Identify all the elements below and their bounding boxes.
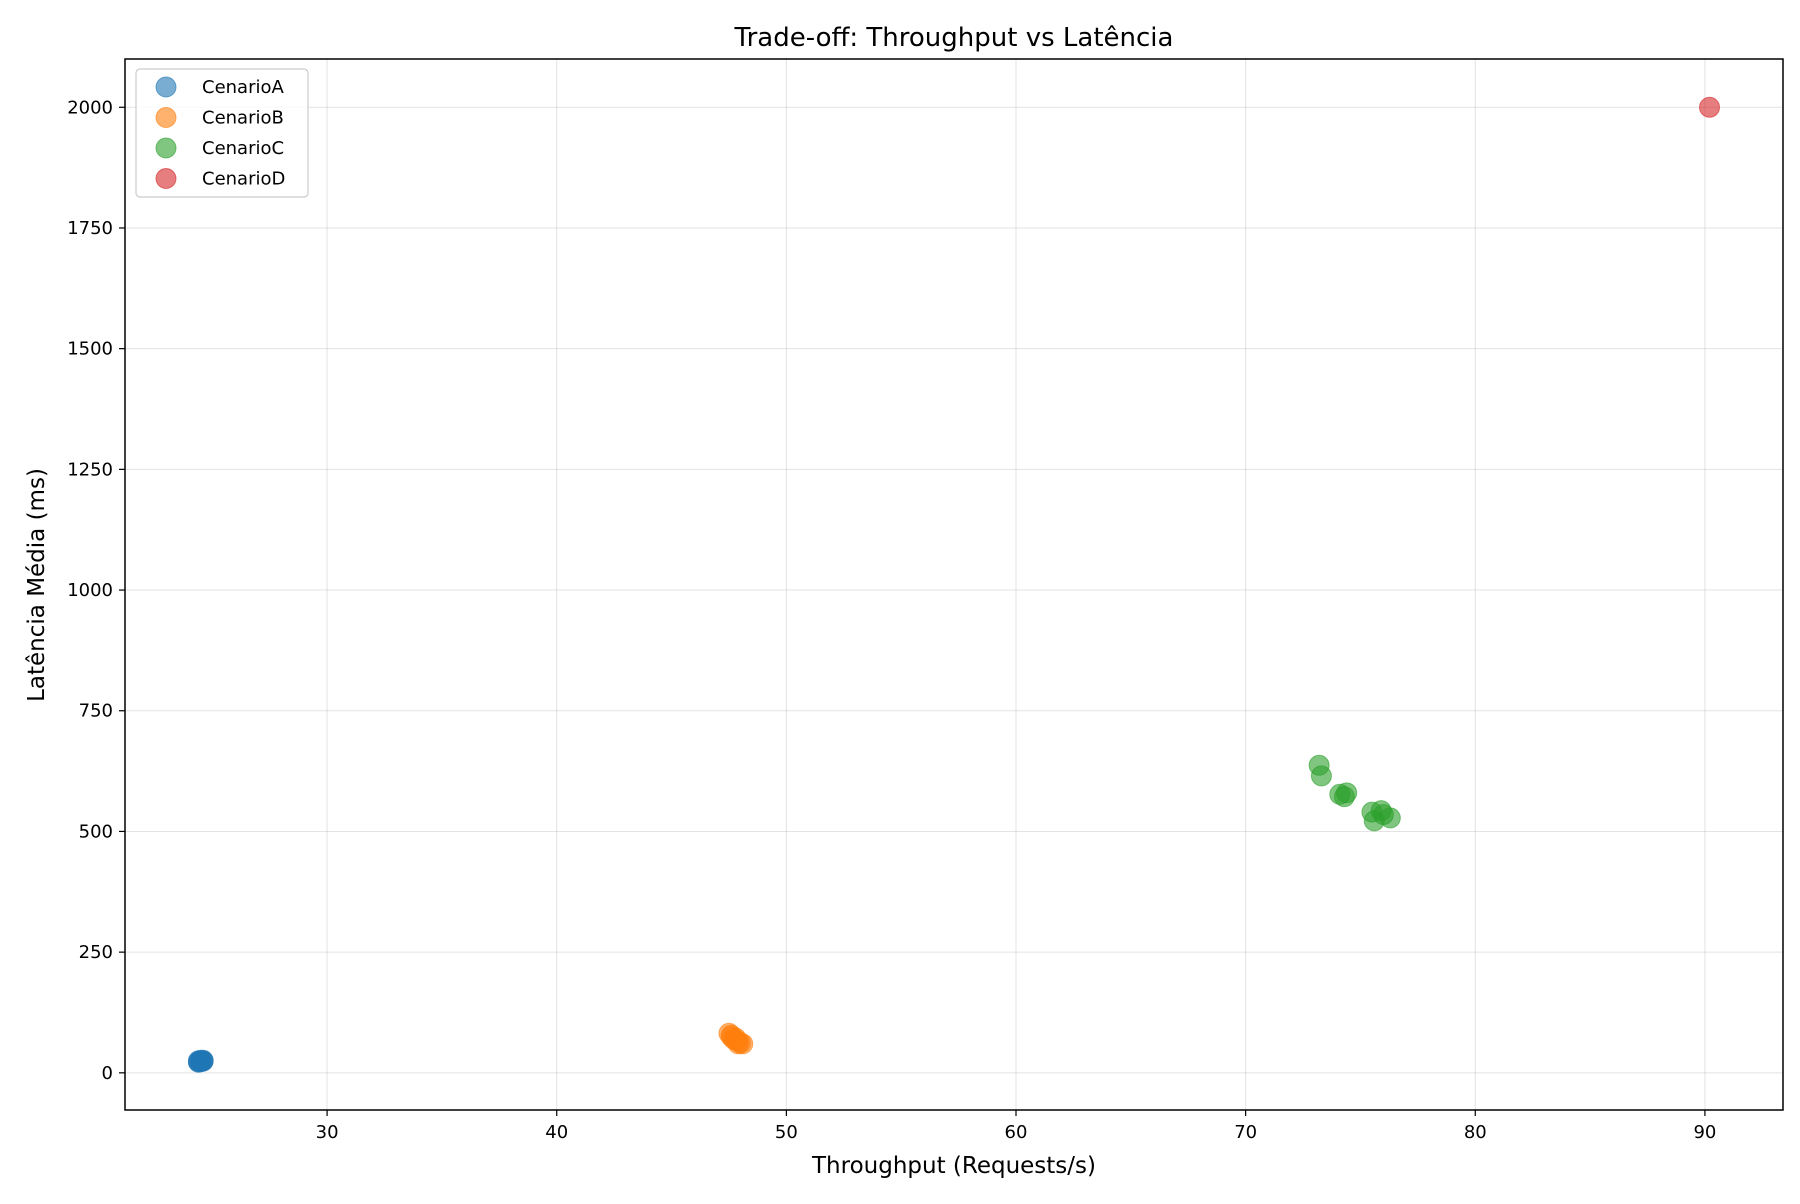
y-tick-label: 250 [79,942,113,963]
x-tick-label: 30 [316,1122,339,1143]
legend: CenarioA CenarioB CenarioC CenarioD [135,68,309,198]
legend-label: CenarioB [202,108,284,129]
data-point-CenarioA [190,1050,212,1072]
y-tick-label: 1000 [67,580,113,601]
legend-label: CenarioC [202,138,284,159]
legend-marker [155,107,177,128]
legend-marker [155,76,177,98]
y-tick-label: 1750 [67,218,113,239]
y-tick-label: 750 [79,701,113,722]
y-tick-label: 0 [102,1063,113,1084]
y-tick-label: 1500 [67,339,113,360]
y-axis-label: Latência Média (ms) [24,468,50,702]
x-tick-label: 60 [1005,1122,1028,1143]
legend-marker [155,137,177,159]
chart-title: Trade-off: Throughput vs Latência [734,23,1174,53]
legend-label: CenarioD [202,169,285,190]
x-tick-label: 90 [1693,1122,1716,1143]
y-tick-label: 1250 [67,459,113,480]
y-tick-label: 500 [79,821,113,842]
y-tick-label: 2000 [67,97,113,118]
x-tick-label: 80 [1464,1122,1487,1143]
plot-frame [124,58,1784,1111]
legend-marker [155,168,177,189]
data-point-CenarioC [1333,786,1355,808]
data-point-CenarioB [729,1032,751,1054]
legend-entries: CenarioA CenarioB CenarioC CenarioD [155,76,285,190]
x-tick-label: 70 [1234,1122,1257,1143]
points-layer [187,96,1721,1073]
legend-frame [135,68,309,198]
x-axis-label: Throughput (Requests/s) [811,1153,1096,1179]
x-tick-label: 50 [775,1122,798,1143]
x-tick-label: 40 [545,1122,568,1143]
legend-label: CenarioA [202,77,284,98]
data-point-CenarioC [1379,807,1401,829]
data-point-CenarioC [1310,765,1332,787]
ticks-layer: 30 40 50 60 70 80 90 0 250 500 750 1000 1250 1500 1750… [67,97,1716,1143]
data-point-CenarioD [1699,96,1721,118]
grid-layer [125,59,1783,1110]
